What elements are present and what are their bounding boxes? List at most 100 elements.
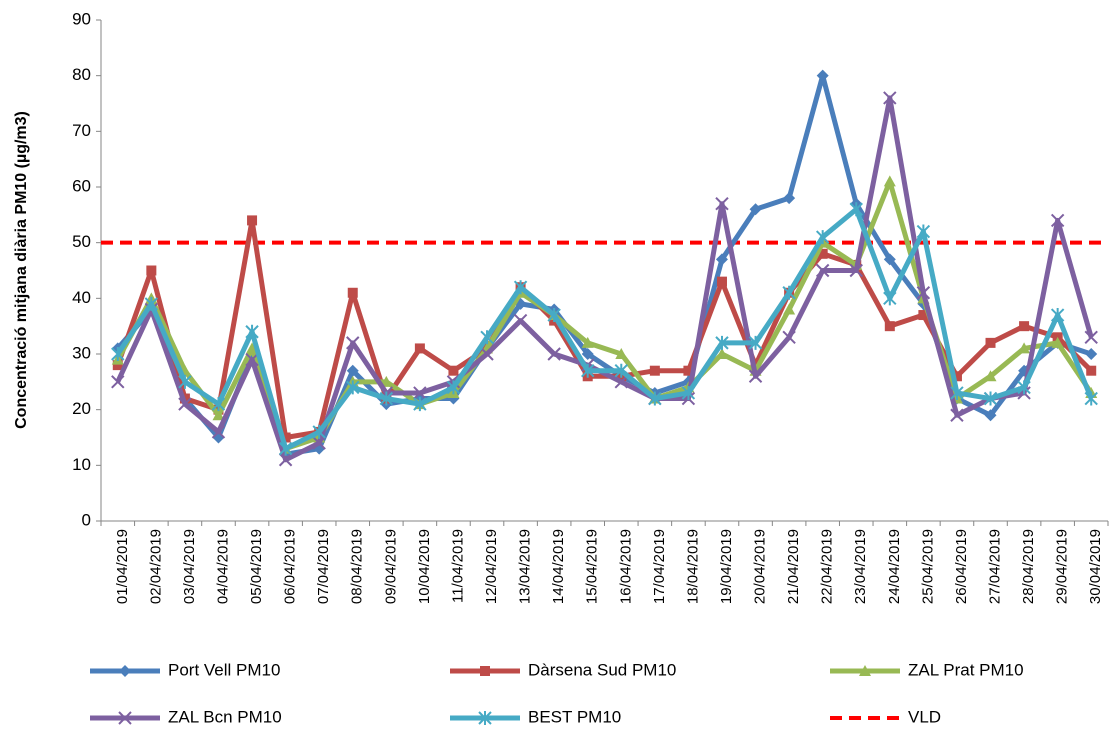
marker [247, 215, 258, 226]
marker [211, 397, 226, 412]
marker [547, 308, 561, 323]
marker [983, 391, 998, 406]
x-tick-label: 03/04/2019 [181, 529, 198, 604]
marker [783, 303, 796, 315]
x-tick-label: 26/04/2019 [953, 529, 970, 604]
marker [480, 347, 494, 361]
x-tick-label: 20/04/2019 [752, 529, 769, 604]
marker [513, 313, 528, 328]
marker [715, 348, 728, 359]
marker [245, 324, 259, 339]
marker [581, 336, 594, 348]
marker [446, 380, 461, 395]
marker [1050, 308, 1065, 323]
y-tick-label: 40 [72, 288, 91, 307]
marker [816, 69, 829, 82]
series-line [115, 178, 1094, 452]
marker [916, 224, 931, 239]
marker [884, 321, 895, 332]
x-tick-label: 19/04/2019 [718, 529, 735, 604]
marker [118, 711, 132, 725]
marker [478, 711, 492, 725]
x-tick-label: 18/04/2019 [684, 529, 701, 604]
x-tick-label: 16/04/2019 [617, 529, 634, 604]
marker [1017, 380, 1031, 395]
marker [715, 196, 729, 211]
series-line [115, 95, 1094, 463]
y-tick-label: 50 [72, 232, 91, 251]
marker [144, 296, 159, 311]
marker [480, 666, 490, 676]
marker [278, 441, 293, 456]
marker [783, 192, 796, 205]
marker [615, 348, 628, 359]
marker [1086, 365, 1097, 376]
marker [178, 374, 192, 389]
marker [111, 347, 125, 361]
marker [748, 335, 763, 350]
x-tick-label: 15/04/2019 [584, 529, 601, 604]
marker [1051, 336, 1064, 348]
marker [715, 253, 728, 266]
marker [346, 336, 360, 350]
y-tick-label: 70 [72, 121, 91, 140]
marker [985, 337, 996, 348]
marker [212, 409, 225, 421]
marker [950, 408, 964, 422]
marker [245, 352, 259, 367]
marker [916, 286, 931, 300]
marker [883, 91, 897, 105]
y-tick-label: 10 [72, 455, 91, 474]
y-axis-title: Concentració mitjana diària PM10 (µg/m3) [13, 111, 30, 429]
x-tick-label: 29/04/2019 [1054, 529, 1071, 604]
x-tick-label: 02/04/2019 [147, 529, 164, 604]
x-tick-label: 05/04/2019 [248, 529, 265, 604]
marker [1019, 321, 1030, 332]
marker [984, 409, 997, 422]
x-tick-label: 25/04/2019 [919, 529, 936, 604]
marker [480, 330, 494, 345]
x-tick-label: 01/04/2019 [114, 529, 131, 604]
x-tick-label: 07/04/2019 [315, 529, 332, 604]
y-tick-label: 80 [72, 65, 91, 84]
y-tick-label: 60 [72, 176, 91, 195]
marker [918, 310, 929, 321]
marker [581, 348, 594, 360]
x-tick-label: 28/04/2019 [1020, 529, 1037, 604]
marker [849, 263, 863, 278]
x-tick-label: 21/04/2019 [785, 529, 802, 604]
marker [278, 453, 293, 467]
legend-label: Port Vell PM10 [168, 660, 280, 679]
x-tick-label: 17/04/2019 [651, 529, 668, 604]
marker [346, 364, 359, 377]
x-tick-label: 22/04/2019 [819, 529, 836, 604]
x-tick-label: 04/04/2019 [214, 529, 231, 604]
marker [1018, 342, 1031, 354]
x-tick-label: 23/04/2019 [852, 529, 869, 604]
legend-label: BEST PM10 [528, 707, 621, 726]
marker [815, 263, 830, 278]
marker [883, 175, 896, 187]
x-tick-label: 13/04/2019 [517, 529, 534, 604]
marker [414, 343, 425, 354]
marker [883, 291, 897, 306]
x-tick-label: 09/04/2019 [382, 529, 399, 604]
series-line [115, 206, 1094, 452]
y-tick-label: 20 [72, 399, 91, 418]
marker [849, 202, 863, 217]
marker [1084, 391, 1098, 406]
legend-label: ZAL Bcn PM10 [168, 707, 282, 726]
marker [211, 425, 226, 439]
marker [883, 253, 896, 266]
marker [312, 424, 326, 439]
y-tick-label: 0 [82, 510, 91, 529]
x-tick-label: 08/04/2019 [349, 529, 366, 604]
marker [748, 369, 763, 383]
x-tick-label: 10/04/2019 [416, 529, 433, 604]
marker [119, 665, 131, 677]
marker [984, 370, 997, 382]
marker [547, 347, 561, 361]
x-tick-label: 14/04/2019 [550, 529, 567, 604]
marker [614, 363, 628, 378]
